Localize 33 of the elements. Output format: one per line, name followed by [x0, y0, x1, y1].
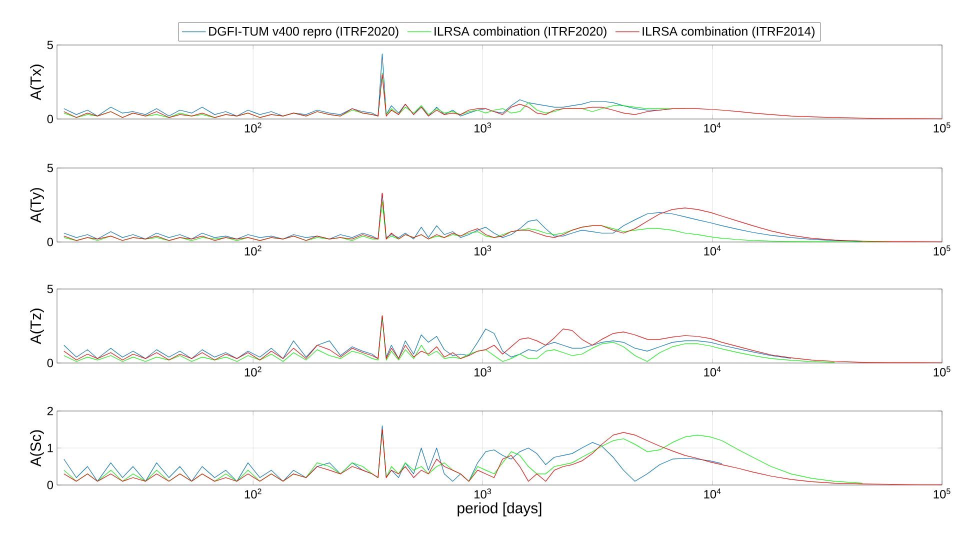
x-tick-label: 10$^{5}$: [934, 488, 950, 498]
x-tick-label: 10$^{5}$: [934, 122, 950, 132]
x-tick-label: 10$^{3}$: [474, 488, 491, 499]
x-tick-label: 10$^{2}$: [244, 246, 262, 256]
y-tick-label: 0: [47, 238, 54, 246]
x-tick-label: 10$^{4}$: [704, 488, 721, 498]
x-tick-label: 10$^{2}$: [244, 366, 262, 377]
y-tick-label: 5: [47, 164, 53, 172]
y-axis-title: A(Ty): [30, 188, 44, 223]
y-tick-label: 0: [47, 358, 54, 368]
x-tick-label: 10$^{4}$: [704, 122, 721, 132]
y-tick-label: 0: [47, 114, 54, 124]
legend-label: ILRSA combination (ITRF2020): [434, 26, 606, 38]
x-tick-label: 10$^{5}$: [934, 246, 950, 256]
legend-label: DGFI-TUM v400 repro (ITRF2020): [209, 26, 398, 38]
y-tick-label: 5: [47, 284, 53, 294]
y-tick-label: 1: [48, 444, 53, 452]
y-axis-title: A(Tx): [30, 64, 44, 100]
x-tick-label: 10$^{2}$: [244, 122, 262, 133]
y-tick-label: 5: [47, 40, 53, 50]
x-tick-label: 10$^{3}$: [474, 366, 491, 377]
x-tick-label: 10$^{3}$: [474, 246, 491, 256]
y-tick-label: 0: [47, 480, 54, 490]
x-tick-label: 10$^{4}$: [704, 246, 721, 256]
y-tick-label: 2: [47, 406, 53, 416]
y-axis-title: A(Sc): [30, 430, 44, 467]
legend-label: ILRSA combination (ITRF2014): [642, 26, 815, 38]
y-axis-title: A(Tz): [30, 308, 44, 344]
x-tick-label: 10$^{2}$: [244, 488, 262, 499]
x-tick-label: 10$^{4}$: [704, 366, 721, 376]
x-tick-label: 10$^{3}$: [474, 122, 491, 133]
x-tick-label: 10$^{5}$: [934, 366, 950, 376]
x-axis-title: period [days]: [458, 502, 542, 516]
